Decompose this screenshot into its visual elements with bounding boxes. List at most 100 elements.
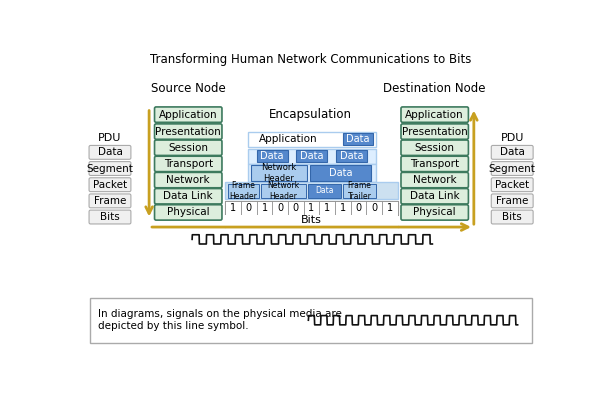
Text: PDU: PDU	[98, 133, 121, 143]
Text: Data: Data	[300, 151, 324, 161]
Text: Bits: Bits	[301, 215, 322, 225]
Bar	[225, 201, 241, 215]
Text: Frame: Frame	[94, 196, 126, 206]
Text: 1: 1	[340, 203, 346, 213]
Text: Data: Data	[329, 168, 352, 178]
Bar	[248, 131, 376, 147]
Bar	[336, 150, 367, 162]
FancyBboxPatch shape	[155, 189, 222, 204]
Bar	[251, 166, 307, 181]
Text: Data: Data	[340, 151, 364, 161]
Text: Transport: Transport	[410, 159, 459, 169]
Text: 1: 1	[308, 203, 314, 213]
Text: 0: 0	[293, 203, 299, 213]
Bar	[343, 184, 376, 198]
FancyBboxPatch shape	[491, 145, 533, 159]
Bar	[261, 184, 306, 198]
Text: Physical: Physical	[413, 207, 456, 218]
Text: 0: 0	[246, 203, 252, 213]
Bar	[308, 184, 341, 198]
FancyBboxPatch shape	[401, 205, 469, 220]
Bar	[366, 201, 382, 215]
Text: 0: 0	[355, 203, 361, 213]
FancyBboxPatch shape	[155, 205, 222, 220]
FancyBboxPatch shape	[401, 107, 469, 122]
FancyBboxPatch shape	[89, 194, 131, 208]
Text: Segment: Segment	[87, 164, 134, 173]
Text: Application: Application	[405, 110, 464, 119]
FancyBboxPatch shape	[401, 172, 469, 188]
FancyBboxPatch shape	[89, 162, 131, 175]
FancyBboxPatch shape	[89, 210, 131, 224]
Text: Network: Network	[413, 175, 456, 185]
FancyBboxPatch shape	[401, 156, 469, 172]
Text: Frame
Header: Frame Header	[229, 181, 257, 200]
Text: Data: Data	[316, 186, 334, 195]
Text: 0: 0	[277, 203, 283, 213]
FancyBboxPatch shape	[155, 156, 222, 172]
Bar	[296, 150, 327, 162]
Text: Data Link: Data Link	[410, 191, 459, 201]
Text: Application: Application	[159, 110, 217, 119]
Text: 1: 1	[387, 203, 393, 213]
Bar	[248, 148, 376, 164]
Bar	[90, 298, 532, 343]
Text: Bits: Bits	[503, 212, 522, 222]
Bar	[257, 150, 288, 162]
Text: 1: 1	[230, 203, 236, 213]
Text: Data: Data	[500, 147, 524, 157]
FancyBboxPatch shape	[155, 140, 222, 156]
FancyBboxPatch shape	[401, 124, 469, 139]
Text: Session: Session	[415, 143, 455, 153]
FancyBboxPatch shape	[491, 162, 533, 175]
Text: Network
Header: Network Header	[261, 164, 297, 183]
Bar	[335, 201, 351, 215]
Text: Application: Application	[259, 134, 317, 144]
Bar	[304, 201, 319, 215]
Text: Data: Data	[346, 134, 370, 144]
Bar	[351, 201, 366, 215]
Text: Presentation: Presentation	[155, 127, 221, 137]
Bar	[310, 166, 371, 181]
Text: Physical: Physical	[167, 207, 209, 218]
Text: 1: 1	[262, 203, 268, 213]
FancyBboxPatch shape	[89, 178, 131, 192]
Bar	[382, 201, 398, 215]
Text: Transforming Human Network Communications to Bits: Transforming Human Network Communication…	[150, 53, 472, 66]
Bar	[225, 215, 398, 225]
Text: Packet: Packet	[495, 180, 529, 190]
Text: Encapsulation: Encapsulation	[269, 108, 352, 121]
Text: Packet: Packet	[93, 180, 127, 190]
Text: Transport: Transport	[164, 159, 213, 169]
FancyBboxPatch shape	[89, 145, 131, 159]
Text: In diagrams, signals on the physical media are
depicted by this line symbol.: In diagrams, signals on the physical med…	[98, 309, 342, 331]
FancyBboxPatch shape	[491, 178, 533, 192]
Text: Network: Network	[166, 175, 210, 185]
FancyBboxPatch shape	[155, 107, 222, 122]
Bar	[273, 201, 288, 215]
Bar	[288, 201, 304, 215]
FancyBboxPatch shape	[401, 140, 469, 156]
Bar	[343, 133, 373, 145]
FancyBboxPatch shape	[155, 172, 222, 188]
Bar	[225, 182, 398, 199]
Bar	[319, 201, 335, 215]
FancyBboxPatch shape	[401, 189, 469, 204]
FancyBboxPatch shape	[155, 124, 222, 139]
Text: Session: Session	[168, 143, 208, 153]
Text: 0: 0	[371, 203, 377, 213]
Text: Bits: Bits	[100, 212, 120, 222]
Text: Segment: Segment	[489, 164, 535, 173]
Text: Destination Node: Destination Node	[384, 83, 486, 95]
Text: Data Link: Data Link	[163, 191, 213, 201]
Text: Source Node: Source Node	[151, 83, 226, 95]
FancyBboxPatch shape	[491, 194, 533, 208]
Text: Frame: Frame	[496, 196, 528, 206]
Text: Presentation: Presentation	[402, 127, 467, 137]
Text: Frame
Trailer: Frame Trailer	[348, 181, 371, 200]
Bar	[225, 201, 398, 215]
Text: Data: Data	[98, 147, 123, 157]
Text: Data: Data	[260, 151, 284, 161]
Text: 1: 1	[324, 203, 330, 213]
Text: Network
Header: Network Header	[268, 181, 300, 200]
